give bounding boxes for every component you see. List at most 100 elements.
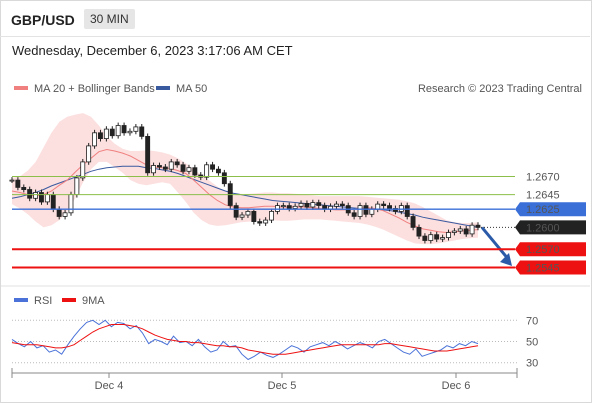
rsi-tick-label: 50 <box>526 337 538 349</box>
top-bar: GBP/USD 30 MIN <box>0 0 590 37</box>
candle-body <box>127 130 133 134</box>
x-tick-label: Dec 5 <box>268 380 297 392</box>
ma20-legend-swatch <box>14 86 28 90</box>
timeframe-badge[interactable]: 30 MIN <box>84 9 135 29</box>
rsi-ma-line <box>11 324 479 355</box>
candle-body <box>156 165 162 168</box>
candle-body <box>221 172 227 185</box>
candle-body <box>92 132 97 147</box>
candle-body <box>469 224 475 235</box>
candle-body <box>15 179 21 188</box>
candle-body <box>381 203 387 207</box>
candle-body <box>263 219 269 224</box>
x-tick-label: Dec 6 <box>442 380 471 392</box>
candle-body <box>133 126 139 132</box>
candle-body <box>68 194 74 214</box>
candle-body <box>410 216 416 228</box>
copyright-credit: Research © 2023 Trading Central <box>418 83 582 95</box>
pivot-level-label: 1.2625 <box>526 204 560 216</box>
candle-body <box>251 210 257 222</box>
x-axis: Dec 4 Dec 5 Dec 6 <box>11 368 518 392</box>
bollinger-band <box>12 113 478 245</box>
candle-body <box>180 164 186 172</box>
ma50-legend-swatch <box>156 86 170 90</box>
candle-body <box>351 212 357 217</box>
candle-body <box>39 192 44 203</box>
resistance-level-label: 1.2645 <box>526 190 560 202</box>
candle-body <box>9 179 15 182</box>
rsi-panel: 70 50 30 <box>11 315 538 370</box>
levels-layer: 1.2670 1.2645 1.2625 1.2600 1.2570 1.2545 <box>12 171 586 275</box>
support-level-label: 1.2570 <box>526 244 560 256</box>
candle-body <box>298 202 304 207</box>
candle-body <box>463 228 469 235</box>
candle-body <box>103 128 109 140</box>
candle-body <box>269 210 274 221</box>
candle-body <box>375 203 381 210</box>
currency-pair: GBP/USD <box>11 12 75 28</box>
candle-body <box>233 205 239 218</box>
candle-body <box>239 214 245 218</box>
candle-body <box>363 205 369 215</box>
candle-body <box>333 203 339 207</box>
ma20-legend-label: MA 20 + Bollinger Bands <box>34 83 155 95</box>
rsi-ma-legend-swatch <box>62 298 76 302</box>
candle-body <box>304 202 310 208</box>
candle-body <box>109 128 115 137</box>
candle-body <box>115 125 121 137</box>
last-level-label: 1.2600 <box>526 222 560 234</box>
candle-body <box>257 221 263 224</box>
candle-body <box>86 145 92 163</box>
x-tick-label: Dec 4 <box>95 380 124 392</box>
candle-body <box>404 205 410 217</box>
resistance-level-label: 1.2670 <box>526 171 560 183</box>
rsi-ma-legend-label: 9MA <box>82 295 105 307</box>
candle-body <box>445 232 451 238</box>
support-level-tag <box>515 260 586 275</box>
candle-body <box>387 205 392 209</box>
candle-body <box>21 186 27 190</box>
candle-body <box>440 237 445 240</box>
forecast-arrow-shaft <box>480 226 511 261</box>
support-level-tag <box>515 242 586 257</box>
candle-body <box>50 194 56 210</box>
candle-body <box>245 210 251 216</box>
candle-body <box>310 202 316 208</box>
candle-body <box>98 132 103 140</box>
candle-body <box>416 226 422 237</box>
main-panel <box>9 113 512 266</box>
candle-body <box>162 166 168 170</box>
support-level-label: 1.2545 <box>526 262 560 274</box>
forecast-arrow-head <box>500 252 512 266</box>
candle-body <box>369 208 375 215</box>
candle-body <box>215 168 221 174</box>
candle-body <box>434 234 440 240</box>
candle-body <box>316 202 322 206</box>
candle-body <box>357 205 363 217</box>
candle-body <box>168 161 174 170</box>
candle-body <box>62 212 68 217</box>
candle-body <box>174 161 180 166</box>
candle-body <box>151 165 156 174</box>
rsi-legend-label: RSI <box>34 295 52 307</box>
candle-body <box>56 208 62 217</box>
candle-body <box>186 167 192 172</box>
candle-body <box>44 194 50 203</box>
candle-body <box>292 205 298 209</box>
candle-body <box>457 228 463 232</box>
candle-body <box>286 205 292 209</box>
rsi-legend-swatch <box>14 298 28 302</box>
candle-body <box>33 192 38 199</box>
candle-body <box>475 224 481 228</box>
chart-datetime: Wednesday, December 6, 2023 3:17:06 AM C… <box>12 43 293 58</box>
pivot-level-tag <box>515 202 586 217</box>
ma50-legend-label: MA 50 <box>176 83 207 95</box>
candle-body <box>204 164 210 178</box>
rsi-line <box>11 319 479 361</box>
candle-body <box>339 203 345 207</box>
candle-body <box>27 189 33 199</box>
candle-body <box>210 164 215 170</box>
candle-body <box>451 230 457 233</box>
candle-body <box>192 167 198 176</box>
last-level-tag <box>515 220 586 235</box>
